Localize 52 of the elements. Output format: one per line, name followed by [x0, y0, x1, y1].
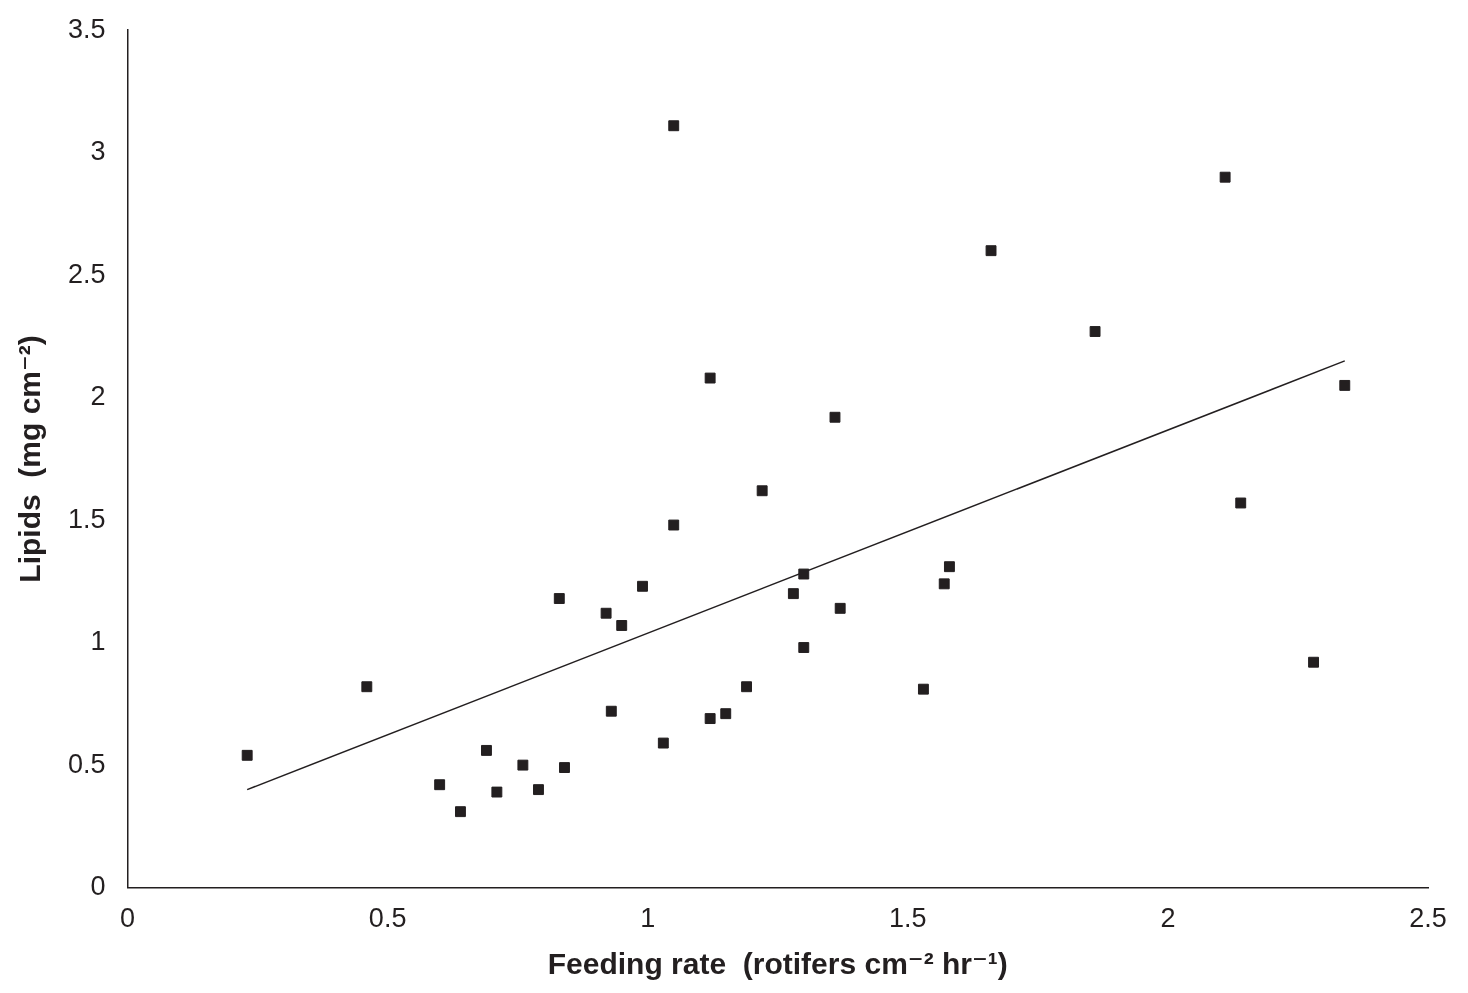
point [637, 580, 648, 592]
point [533, 784, 544, 796]
y-tick-label: 1.5 [67, 503, 106, 534]
point [600, 607, 612, 619]
point [1339, 379, 1351, 391]
point [756, 485, 768, 497]
point [434, 779, 446, 791]
x-tick-label: 1 [640, 903, 656, 934]
point [834, 602, 846, 614]
point [1308, 656, 1320, 668]
point [943, 561, 955, 573]
point [361, 681, 373, 693]
point [829, 411, 841, 423]
point [798, 642, 810, 653]
point [657, 737, 669, 749]
y-tick-label: 0.5 [67, 748, 106, 779]
point [616, 620, 628, 631]
x-tick-label: 0 [120, 903, 136, 934]
x-axis-title: Feeding rate (rotifers cm⁻² hr⁻¹) [547, 947, 1008, 981]
point [741, 681, 753, 693]
y-tick-label: 2.5 [67, 258, 106, 289]
point [481, 744, 492, 756]
point [517, 759, 529, 771]
point [668, 519, 680, 531]
x-tick-label: 1.5 [889, 903, 927, 934]
point [553, 593, 565, 604]
point [798, 568, 810, 580]
point [938, 578, 950, 590]
y-axis-title: Lipids (mg cm⁻²) [13, 335, 47, 583]
point [787, 588, 799, 600]
point [917, 683, 929, 695]
point [1235, 497, 1247, 509]
y-tick-label: 3.5 [67, 13, 106, 44]
x-tick-label: 0.5 [368, 903, 407, 934]
point [1219, 171, 1231, 183]
point [455, 806, 466, 818]
point [605, 705, 617, 717]
point [720, 708, 732, 720]
x-tick-label: 2 [1160, 903, 1176, 934]
point [491, 786, 503, 798]
point [668, 120, 680, 132]
y-tick-label: 0 [90, 871, 106, 902]
y-tick-label: 3 [90, 136, 106, 167]
point [985, 245, 997, 257]
point [704, 713, 716, 725]
point [1089, 326, 1101, 337]
x-tick-label: 2.5 [1409, 903, 1447, 934]
point [559, 762, 570, 774]
y-tick-label: 2 [90, 381, 106, 412]
point [241, 749, 253, 761]
point [704, 372, 716, 384]
y-tick-label: 1 [90, 626, 106, 657]
